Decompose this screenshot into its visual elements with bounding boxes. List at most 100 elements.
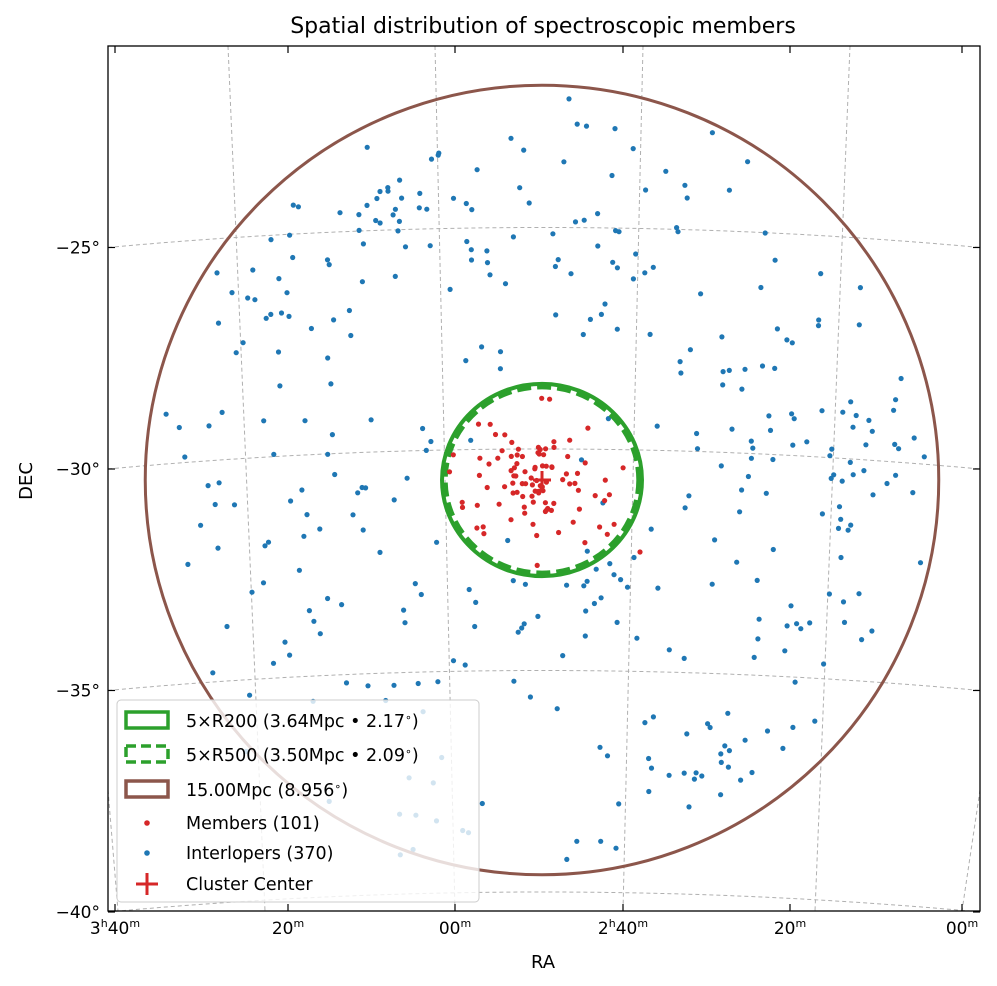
interloper-point — [848, 399, 854, 405]
y-axis-label: DEC — [16, 462, 37, 500]
interloper-point — [396, 218, 402, 224]
interloper-point — [505, 537, 511, 544]
interloper-point — [726, 748, 733, 754]
member-point — [477, 455, 483, 461]
interloper-point — [591, 600, 598, 607]
interloper-point — [385, 185, 391, 191]
interloper-point — [739, 386, 745, 392]
grid-ra-line — [107, 789, 119, 912]
interloper-point — [675, 229, 681, 235]
interloper-point — [286, 313, 292, 319]
interloper-point — [290, 254, 296, 261]
interloper-point — [750, 445, 756, 451]
interloper-point — [770, 546, 776, 553]
interloper-point — [343, 680, 350, 686]
interloper-point — [910, 490, 916, 496]
interloper-point — [738, 777, 744, 783]
interloper-point — [301, 533, 307, 539]
member-point — [519, 453, 526, 460]
interloper-point — [827, 453, 833, 459]
legend-interlopers-marker — [144, 850, 150, 856]
interloper-point — [261, 418, 267, 424]
interloper-point — [616, 229, 622, 235]
member-point — [486, 461, 492, 467]
x-tick-label: 2h40m — [598, 917, 648, 939]
interloper-point — [308, 325, 314, 332]
legend-r500-swatch — [124, 744, 170, 764]
x-tick-label: 00m — [439, 917, 471, 939]
interloper-point — [613, 845, 619, 851]
interloper-point — [838, 554, 844, 561]
member-point — [480, 524, 486, 530]
interloper-point — [756, 616, 762, 622]
member-point — [567, 481, 573, 487]
interloper-point — [295, 204, 301, 210]
interloper-point — [762, 230, 768, 236]
interloper-point — [521, 621, 527, 627]
member-point — [535, 444, 542, 450]
y-tick-label: −30° — [56, 460, 100, 480]
legend-r200-swatch — [124, 710, 170, 730]
interloper-point — [789, 340, 795, 346]
interloper-point — [610, 259, 616, 265]
interloper-point — [828, 475, 834, 481]
interloper-point — [788, 603, 794, 609]
interloper-point — [677, 359, 683, 365]
interloper-point — [821, 661, 827, 667]
member-point — [572, 480, 578, 486]
interloper-point — [212, 501, 218, 508]
member-point — [604, 531, 610, 537]
member-point — [446, 469, 453, 475]
interloper-point — [463, 358, 469, 364]
interloper-point — [233, 350, 239, 356]
grid-dec-line — [107, 226, 981, 248]
interloper-point — [215, 320, 222, 326]
member-point — [495, 455, 501, 461]
interloper-point — [911, 435, 917, 441]
member-point — [450, 452, 456, 458]
interloper-point — [845, 527, 851, 533]
interloper-point — [553, 312, 559, 318]
x-tick-label: 00m — [946, 917, 978, 939]
interloper-point — [364, 144, 370, 150]
interloper-point — [497, 366, 503, 372]
interloper-point — [326, 262, 332, 268]
interloper-point — [555, 257, 561, 263]
member-point — [551, 444, 557, 450]
interloper-point — [176, 424, 182, 431]
interloper-point — [737, 509, 743, 515]
interloper-point — [219, 409, 225, 415]
member-point — [502, 484, 508, 490]
interloper-point — [392, 206, 398, 212]
circle-1500mpc — [143, 83, 941, 877]
interloper-point — [647, 331, 653, 337]
interloper-point — [726, 187, 733, 193]
plot-frame — [107, 45, 981, 912]
interloper-point — [473, 599, 479, 606]
member-point — [602, 477, 608, 483]
interloper-point — [263, 315, 269, 321]
member-point — [549, 464, 555, 470]
interloper-point — [578, 457, 585, 463]
member-point — [529, 493, 535, 499]
interloper-point — [554, 706, 560, 712]
interloper-point — [869, 628, 875, 634]
member-point — [484, 484, 490, 491]
grid-dec-line — [107, 891, 981, 913]
interloper-point — [587, 316, 594, 322]
member-point — [611, 521, 617, 527]
interloper-point — [794, 621, 800, 627]
interloper-point — [377, 188, 383, 195]
interloper-point — [510, 578, 516, 584]
interloper-point — [693, 770, 699, 776]
interloper-point — [790, 724, 796, 731]
interloper-point — [416, 205, 422, 211]
interloper-point — [848, 522, 854, 528]
interloper-point — [284, 290, 290, 296]
member-point — [556, 529, 562, 536]
interloper-point — [401, 607, 407, 613]
interloper-point — [718, 463, 724, 469]
member-point — [539, 463, 546, 469]
interloper-point — [415, 680, 421, 687]
